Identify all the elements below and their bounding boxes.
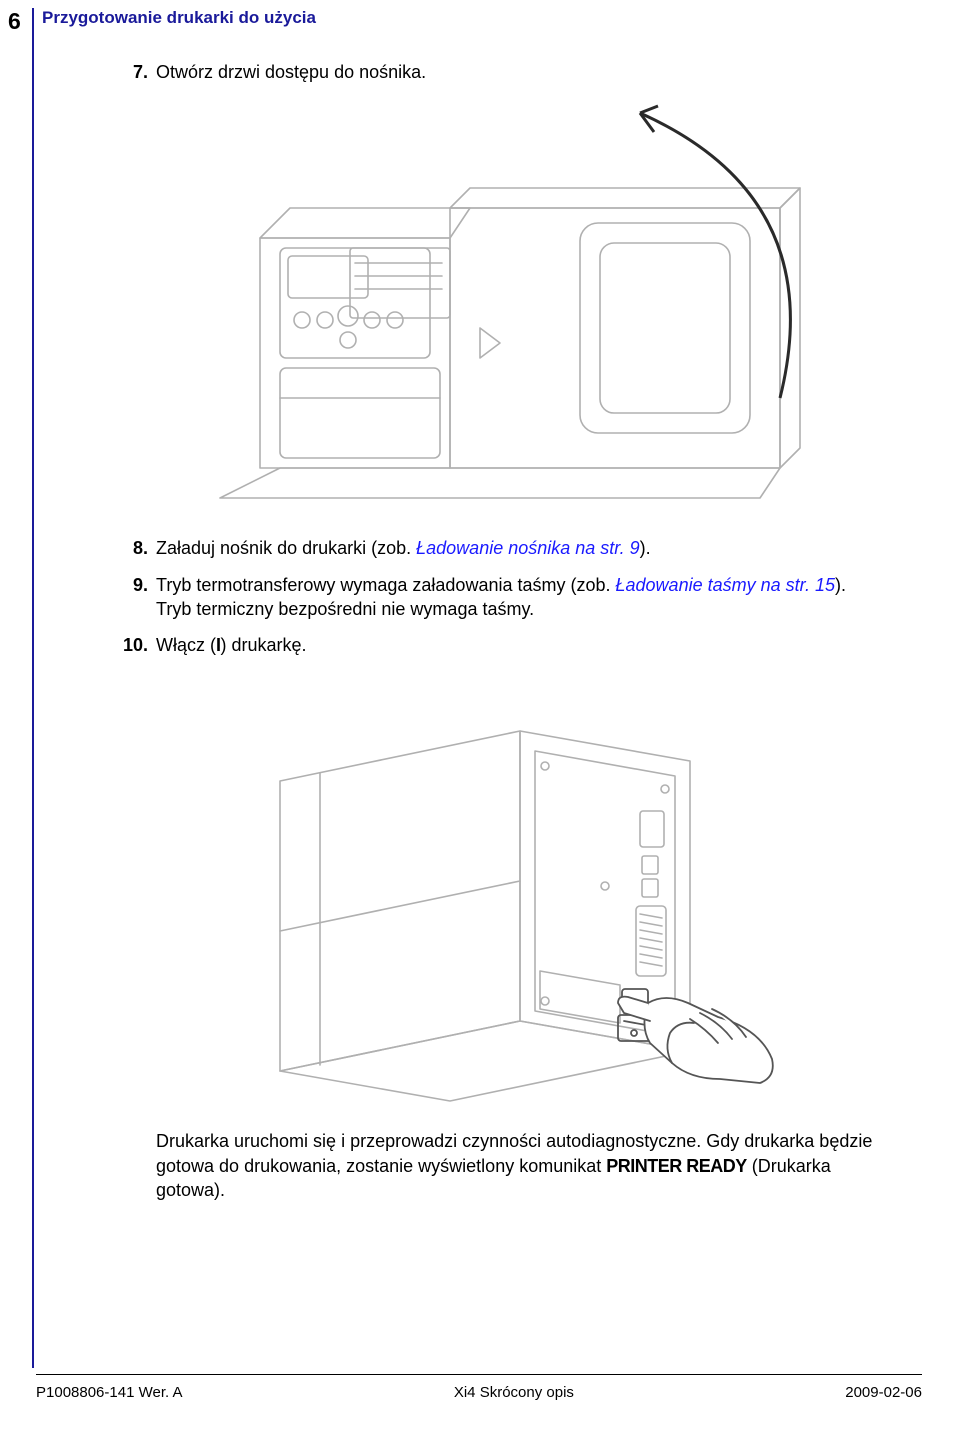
figure-open-door [120,98,880,518]
step-8: 8. Załaduj nośnik do drukarki (zob. Łado… [120,536,880,560]
step-text: Załaduj nośnik do drukarki (zob. Ładowan… [156,536,880,560]
step-10-t2: ) drukarkę. [221,635,307,655]
footer-center: Xi4 Skrócony opis [454,1384,574,1401]
step-8-prefix: Załaduj nośnik do drukarki (zob. [156,538,416,558]
footer-rule [36,1374,922,1375]
step-number: 7. [120,60,156,84]
step-number: 9. [120,573,156,597]
step-8-suffix: ). [640,538,651,558]
page-content: 7. Otwórz drzwi dostępu do nośnika. [120,60,880,1212]
printer-open-door-svg [180,98,820,518]
step-text: Tryb termotransferowy wymaga załadowania… [156,573,880,622]
footer-left: P1008806-141 Wer. A [36,1384,183,1401]
figure-power-on [120,671,880,1111]
step-7: 7. Otwórz drzwi dostępu do nośnika. [120,60,880,84]
step-9-link[interactable]: Ładowanie taśmy na str. 15 [616,575,835,595]
result-paragraph: Drukarka uruchomi się i przeprowadzi czy… [120,1129,880,1202]
header-vertical-rule [32,8,34,1368]
step-text: Włącz (I) drukarkę. [156,633,880,657]
step-9: 9. Tryb termotransferowy wymaga załadowa… [120,573,880,622]
step-9-prefix: Tryb termotransferowy wymaga załadowania… [156,575,616,595]
footer-right: 2009-02-06 [845,1384,922,1401]
page-footer: P1008806-141 Wer. A Xi4 Skrócony opis 20… [36,1384,922,1401]
printer-power-on-svg [220,671,780,1111]
step-number: 8. [120,536,156,560]
step-8-link[interactable]: Ładowanie nośnika na str. 9 [416,538,639,558]
result-bold: PRINTER READY [606,1156,747,1176]
page-title: Przygotowanie drukarki do użycia [42,8,316,28]
step-10: 10. Włącz (I) drukarkę. [120,633,880,657]
page-number: 6 [8,8,21,35]
step-10-t1: Włącz ( [156,635,216,655]
step-number: 10. [120,633,156,657]
step-text: Otwórz drzwi dostępu do nośnika. [156,60,880,84]
